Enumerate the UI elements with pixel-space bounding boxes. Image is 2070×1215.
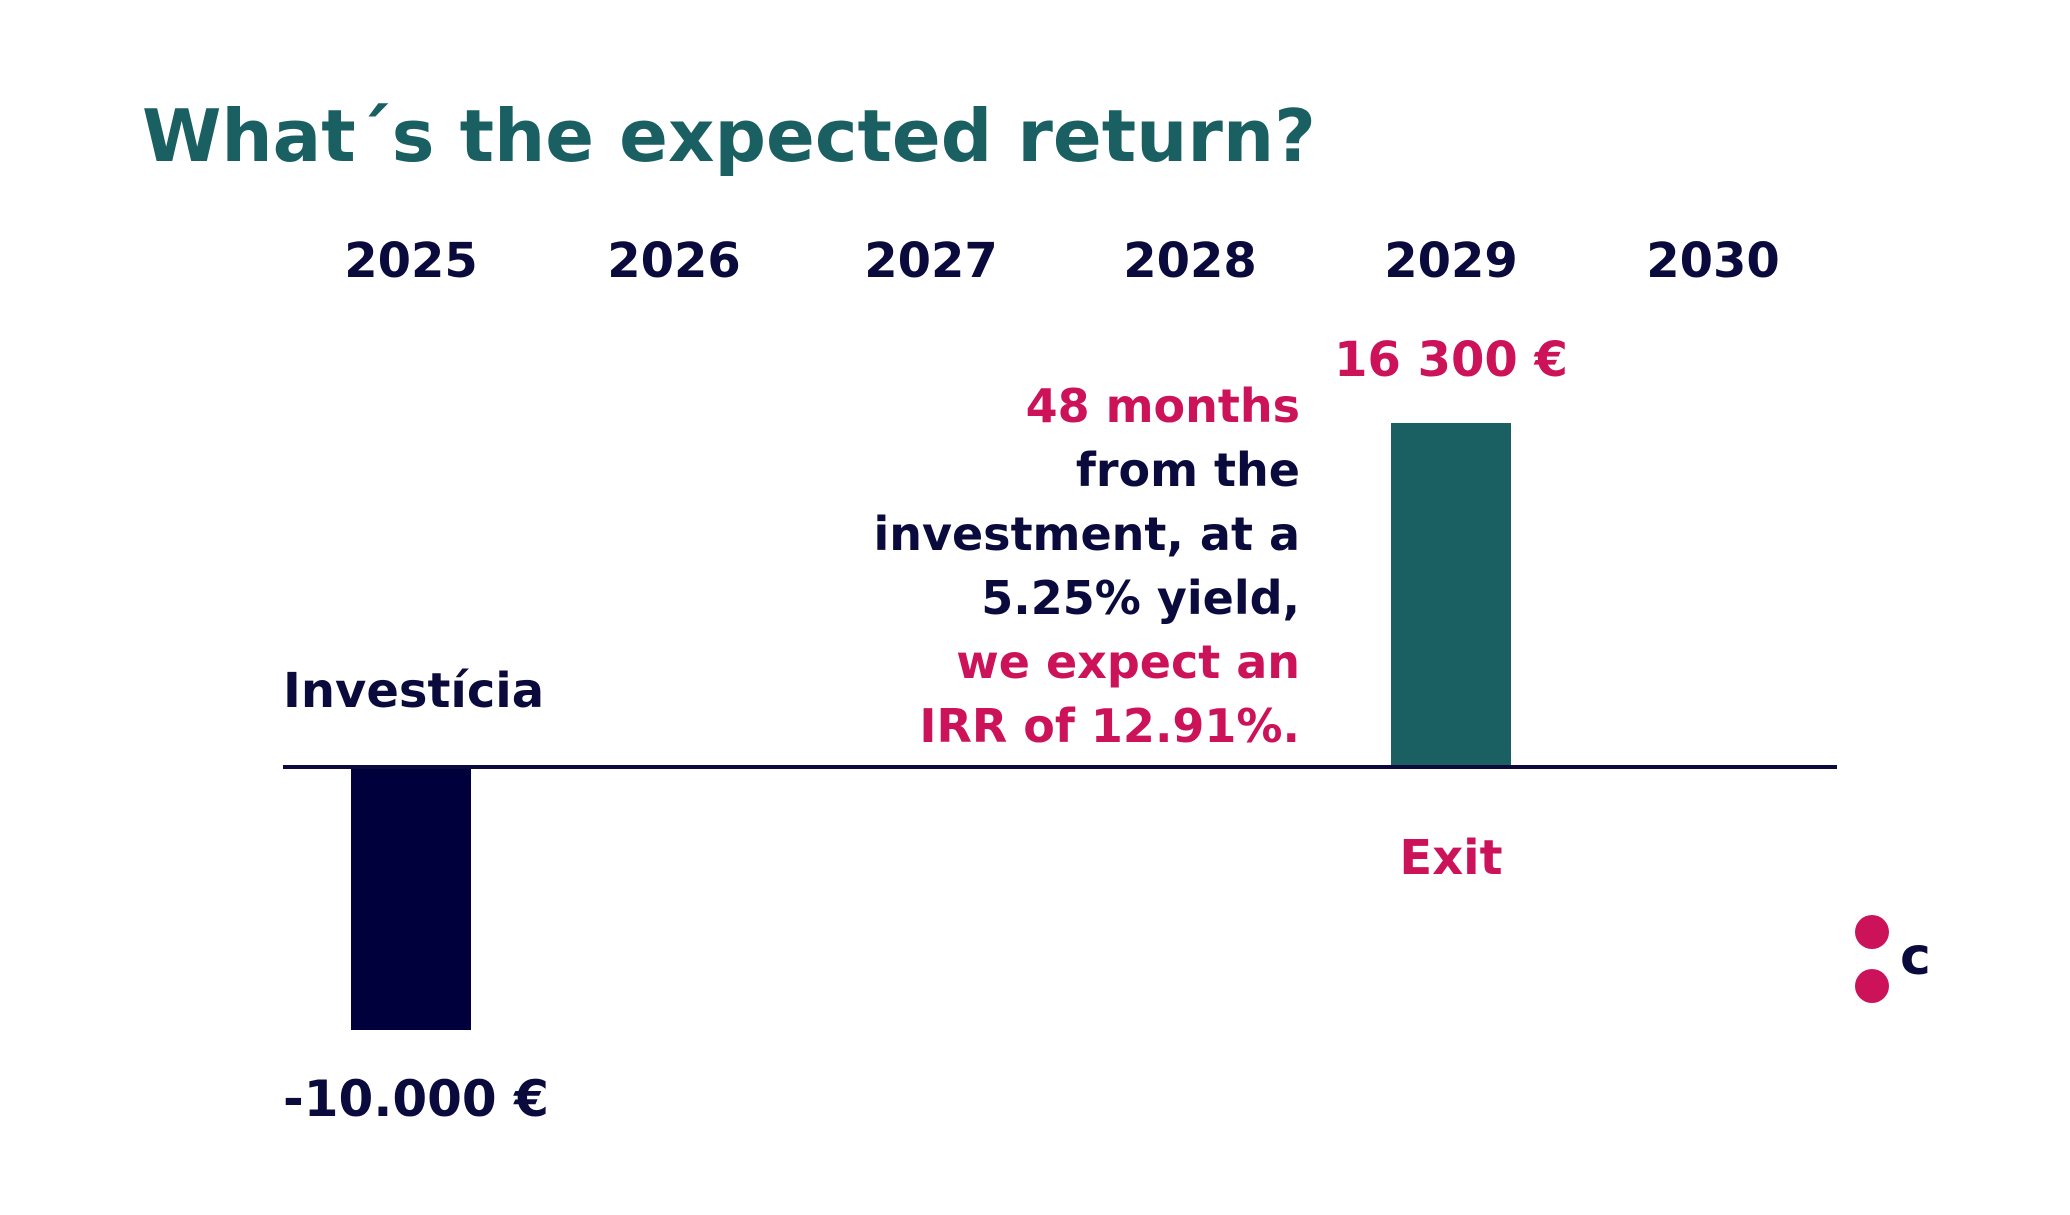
annotation-line-months: 48 months — [1025, 379, 1300, 433]
bar-2029 — [1391, 423, 1511, 767]
annotation-line-from: from the — [1075, 443, 1300, 497]
year-labels: 2025 2026 2027 2028 2029 2030 — [344, 233, 1780, 289]
logo-letter: c — [1900, 927, 1931, 987]
irr-annotation: 48 months from the investment, at a 5.25… — [740, 374, 1300, 758]
annotation-line-expect: we expect an — [956, 635, 1300, 689]
annotation-line-irr: IRR of 12.91%. — [919, 699, 1300, 753]
bar-2025 — [351, 767, 471, 1030]
value-label-2025: -10.000 € — [283, 1070, 549, 1128]
logo-dot-bottom — [1855, 969, 1889, 1003]
caption-label-2029: Exit — [1399, 830, 1502, 886]
logo-dot-top — [1855, 915, 1889, 949]
year-label-2026: 2026 — [607, 233, 741, 289]
bar-labels: -10.000 € Investícia 16 300 € Exit — [283, 332, 1568, 1128]
year-label-2025: 2025 — [344, 233, 478, 289]
annotation-line-investment: investment, at a — [873, 507, 1300, 561]
caption-label-2025: Investícia — [283, 663, 544, 719]
value-label-2029: 16 300 € — [1334, 332, 1568, 388]
year-label-2027: 2027 — [864, 233, 998, 289]
year-label-2030: 2030 — [1646, 233, 1780, 289]
brand-logo: c — [1855, 915, 1931, 1003]
annotation-line-yield: 5.25% yield, — [981, 571, 1300, 625]
year-label-2028: 2028 — [1123, 233, 1257, 289]
page-title: What´s the expected return? — [142, 94, 1316, 178]
year-label-2029: 2029 — [1384, 233, 1518, 289]
bars — [351, 423, 1511, 1030]
